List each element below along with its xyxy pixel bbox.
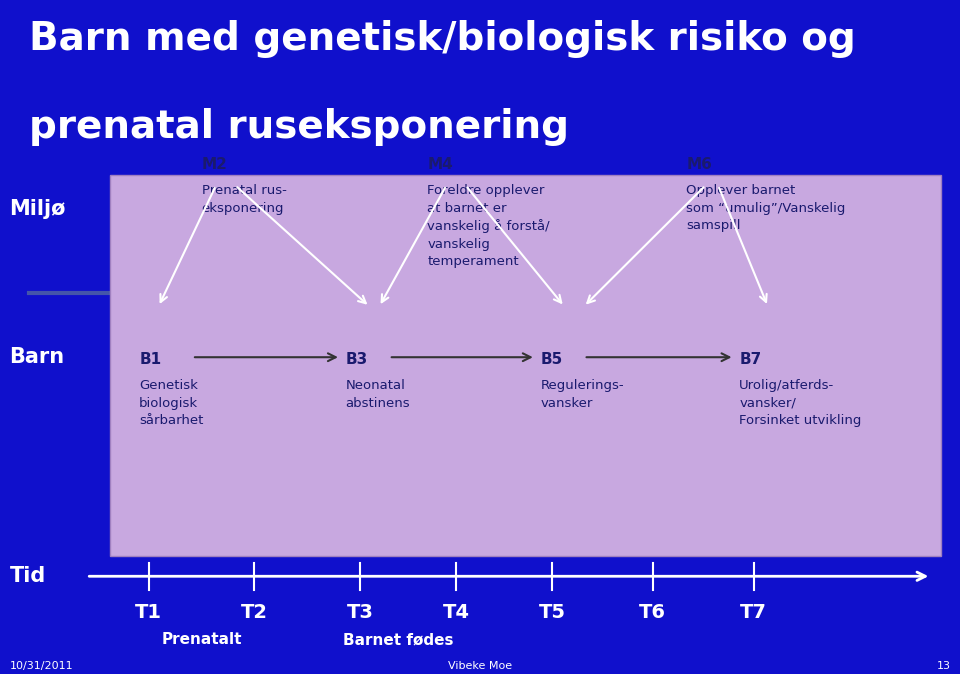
- Text: Miljø: Miljø: [10, 199, 66, 219]
- Text: T2: T2: [241, 603, 268, 622]
- Text: Neonatal
abstinens: Neonatal abstinens: [346, 379, 410, 410]
- Text: M4: M4: [427, 157, 453, 172]
- Text: Barnet fødes: Barnet fødes: [343, 632, 454, 647]
- Text: T6: T6: [639, 603, 666, 622]
- Text: T3: T3: [347, 603, 373, 622]
- Text: 13: 13: [936, 661, 950, 671]
- Text: Urolig/atferds-
vansker/
Forsinket utvikling: Urolig/atferds- vansker/ Forsinket utvik…: [739, 379, 861, 427]
- Text: Opplever barnet
som “umulig”/Vanskelig
samspill: Opplever barnet som “umulig”/Vanskelig s…: [686, 184, 846, 232]
- Text: B1: B1: [139, 353, 161, 367]
- Text: B5: B5: [540, 353, 563, 367]
- Text: 10/31/2011: 10/31/2011: [10, 661, 73, 671]
- Text: Regulerings-
vansker: Regulerings- vansker: [540, 379, 624, 410]
- Text: Vibeke Moe: Vibeke Moe: [448, 661, 512, 671]
- Text: Foreldre opplever
at barnet er
vanskelig å forstå/
vanskelig
temperament: Foreldre opplever at barnet er vanskelig…: [427, 184, 550, 268]
- Text: Prenatalt: Prenatalt: [161, 632, 242, 647]
- Text: prenatal ruseksponering: prenatal ruseksponering: [29, 108, 568, 146]
- Text: Barn med genetisk/biologisk risiko og: Barn med genetisk/biologisk risiko og: [29, 20, 855, 58]
- Text: Barn: Barn: [10, 347, 64, 367]
- Text: B3: B3: [346, 353, 368, 367]
- Text: Prenatal rus-
eksponering: Prenatal rus- eksponering: [202, 184, 286, 214]
- Text: T5: T5: [539, 603, 565, 622]
- Text: T7: T7: [740, 603, 767, 622]
- Text: T1: T1: [135, 603, 162, 622]
- Text: M6: M6: [686, 157, 712, 172]
- Text: M2: M2: [202, 157, 228, 172]
- Text: Genetisk
biologisk
sårbarhet: Genetisk biologisk sårbarhet: [139, 379, 204, 427]
- Text: B7: B7: [739, 353, 761, 367]
- FancyBboxPatch shape: [110, 175, 941, 556]
- Text: Tid: Tid: [10, 566, 46, 586]
- Text: T4: T4: [443, 603, 469, 622]
